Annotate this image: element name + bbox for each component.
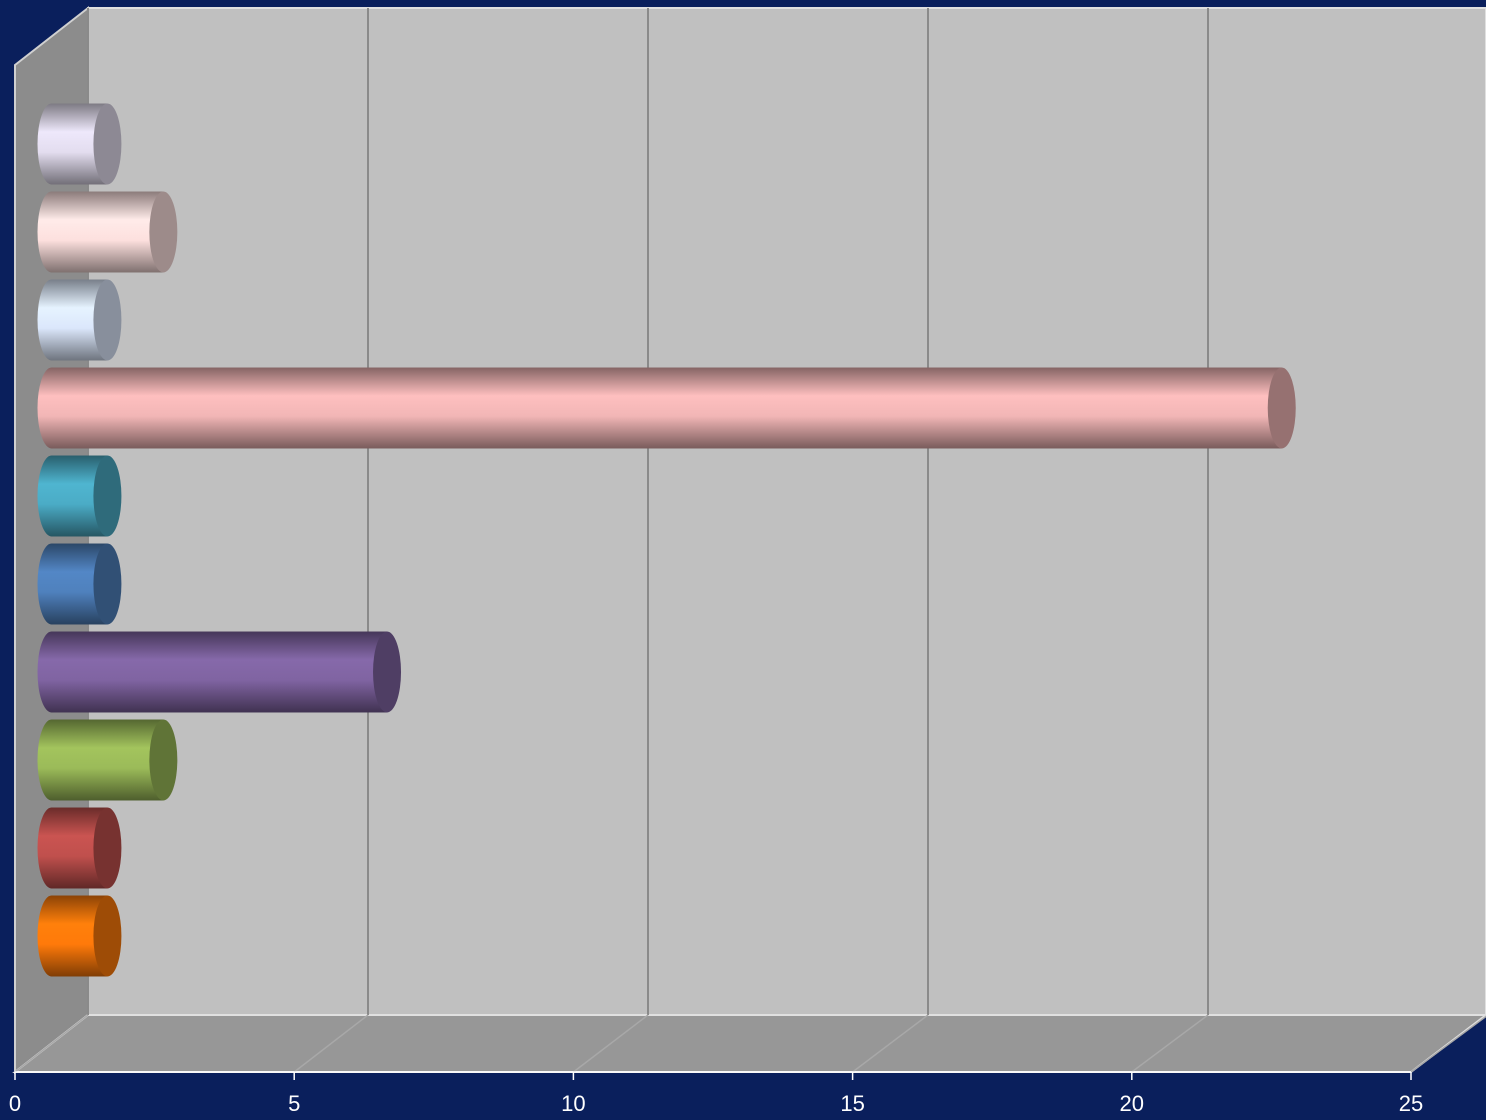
x-tick-label: 20: [1120, 1091, 1144, 1116]
bar-body: [51, 191, 164, 273]
bar: [37, 455, 122, 537]
bar-cap: [93, 543, 122, 625]
bar-cap: [373, 631, 402, 713]
x-tick-label: 25: [1399, 1091, 1423, 1116]
floor-grid-line: [1410, 1015, 1486, 1073]
floor-grid-line: [1131, 1014, 1209, 1073]
floor-grid-line: [293, 1014, 369, 1073]
bar-cap: [93, 455, 122, 537]
bar-cap: [93, 103, 122, 185]
bar: [37, 895, 122, 977]
bar-cap: [93, 895, 122, 977]
bar-body: [51, 631, 388, 713]
bar: [37, 279, 122, 361]
bar: [37, 191, 178, 273]
bar: [37, 719, 178, 801]
bar-cap: [1267, 367, 1296, 449]
bar-body: [51, 719, 164, 801]
bar: [37, 807, 122, 889]
bar: [37, 367, 1296, 449]
bar-cap: [93, 807, 122, 889]
bar-cap: [93, 279, 122, 361]
bar-body: [51, 367, 1282, 449]
floor-grid-line: [572, 1014, 649, 1073]
bar-cap: [149, 719, 178, 801]
x-tick-label: 10: [561, 1091, 585, 1116]
x-tick-label: 0: [9, 1091, 21, 1116]
x-tick-label: 15: [840, 1091, 864, 1116]
floor: [12, 1014, 1486, 1073]
bar: [37, 103, 122, 185]
bar: [37, 631, 402, 713]
bar: [37, 543, 122, 625]
floor-grid-line: [14, 1014, 89, 1073]
floor-grid-line: [852, 1014, 929, 1073]
back-wall: [87, 7, 1486, 1016]
x-tick-label: 5: [288, 1091, 300, 1116]
bar-cap: [149, 191, 178, 273]
